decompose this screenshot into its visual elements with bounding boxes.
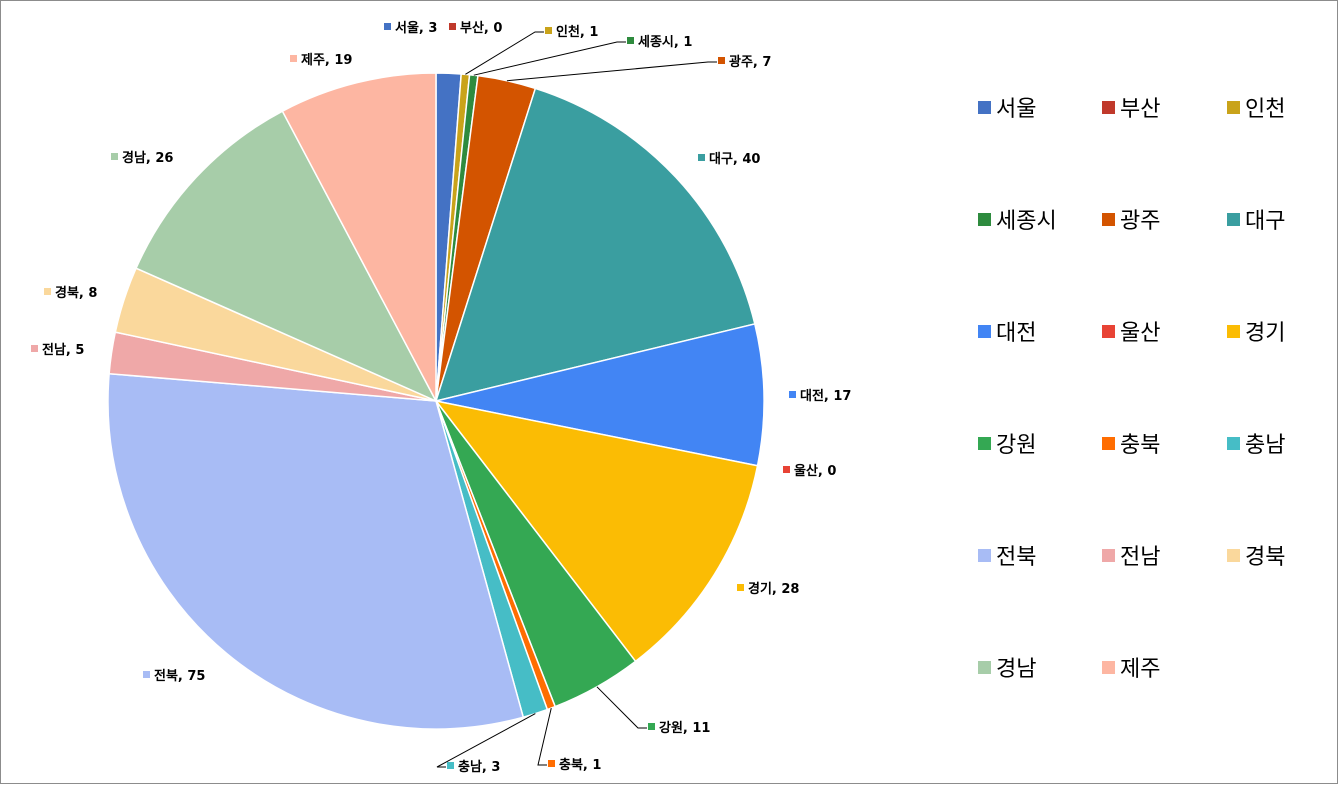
leader-line-5 xyxy=(506,61,717,82)
leader-line-3 xyxy=(465,31,544,75)
leader-line-12 xyxy=(436,713,536,768)
legend-label-9: 경기 xyxy=(1245,321,1285,346)
legend-label-2: 부산 xyxy=(1120,97,1160,122)
data-label-2: 부산, 0 xyxy=(460,20,502,36)
legend-label-15: 경북 xyxy=(1245,545,1285,570)
legend-label-16: 경남 xyxy=(996,657,1036,682)
data-label-12: 충남, 3 xyxy=(458,759,500,775)
label-marker-10 xyxy=(648,723,655,730)
legend-swatch-8 xyxy=(1102,325,1115,338)
label-marker-13 xyxy=(143,671,150,678)
data-label-9: 경기, 28 xyxy=(748,581,799,597)
legend-swatch-7 xyxy=(978,325,991,338)
legend-label-7: 대전 xyxy=(996,321,1036,346)
legend-label-17: 제주 xyxy=(1120,657,1160,682)
slice-6 xyxy=(434,87,756,403)
legend-label-3: 인천 xyxy=(1245,97,1285,122)
legend-swatch-17 xyxy=(1102,661,1115,674)
legend-label-5: 광주 xyxy=(1120,209,1160,234)
leader-lines xyxy=(436,31,717,768)
slice-13 xyxy=(107,372,525,730)
legend-swatch-11 xyxy=(1102,437,1115,450)
legend-swatch-4 xyxy=(978,213,991,226)
legend-swatch-3 xyxy=(1227,101,1240,114)
data-label-15: 경북, 8 xyxy=(55,285,97,301)
legend-label-6: 대구 xyxy=(1245,209,1285,234)
legend-label-4: 세종시 xyxy=(996,209,1057,234)
legend-swatch-15 xyxy=(1227,549,1240,562)
label-marker-14 xyxy=(31,345,38,352)
legend-label-13: 전북 xyxy=(996,545,1036,570)
data-label-11: 충북, 1 xyxy=(559,757,601,773)
legend-swatch-14 xyxy=(1102,549,1115,562)
data-label-1: 서울, 3 xyxy=(395,20,437,36)
label-marker-7 xyxy=(789,391,796,398)
label-marker-4 xyxy=(627,37,634,44)
slice-7 xyxy=(435,323,765,467)
legend-swatch-6 xyxy=(1227,213,1240,226)
legend-label-12: 충남 xyxy=(1245,433,1285,458)
label-marker-17 xyxy=(290,55,297,62)
data-label-4: 세종시, 1 xyxy=(638,35,692,50)
data-label-17: 제주, 19 xyxy=(301,53,352,68)
data-label-5: 광주, 7 xyxy=(729,55,771,70)
leader-line-10 xyxy=(596,686,647,729)
label-marker-6 xyxy=(698,154,705,161)
pie-slices xyxy=(107,72,765,730)
data-label-14: 전남, 5 xyxy=(42,342,84,358)
legend-swatch-9 xyxy=(1227,325,1240,338)
legend-label-11: 충북 xyxy=(1120,433,1160,458)
legend-swatch-16 xyxy=(978,661,991,674)
leader-line-11 xyxy=(537,707,552,766)
slice-16 xyxy=(135,110,438,403)
label-marker-5 xyxy=(718,57,725,64)
legend-label-14: 전남 xyxy=(1120,545,1160,570)
data-labels: 서울, 3 부산, 0 인천, 1 세종시, 1 광주, 7 대구, 40 대전, 17 울산… xyxy=(31,20,851,775)
label-marker-12 xyxy=(447,762,454,769)
legend-label-1: 서울 xyxy=(996,97,1036,122)
label-marker-8 xyxy=(783,466,790,473)
legend-swatch-12 xyxy=(1227,437,1240,450)
legend-label-10: 강원 xyxy=(996,433,1036,458)
legend-swatch-13 xyxy=(978,549,991,562)
legend-swatch-5 xyxy=(1102,213,1115,226)
legend-swatch-2 xyxy=(1102,101,1115,114)
data-label-16: 경남, 26 xyxy=(122,150,173,166)
legend-swatch-10 xyxy=(978,437,991,450)
label-marker-15 xyxy=(44,288,51,295)
legend-label-8: 울산 xyxy=(1120,321,1160,346)
leader-line-4 xyxy=(473,41,626,76)
label-marker-9 xyxy=(737,584,744,591)
slice-17 xyxy=(281,72,437,402)
data-label-7: 대전, 17 xyxy=(800,388,851,404)
data-label-3: 인천, 1 xyxy=(556,24,598,40)
label-marker-16 xyxy=(111,153,118,160)
data-label-13: 전북, 75 xyxy=(154,668,205,684)
label-marker-11 xyxy=(548,760,555,767)
label-marker-3 xyxy=(545,27,552,34)
label-marker-2 xyxy=(449,23,456,30)
data-label-6: 대구, 40 xyxy=(709,152,760,167)
legend-swatch-1 xyxy=(978,101,991,114)
data-label-10: 강원, 11 xyxy=(659,720,710,736)
label-marker-1 xyxy=(384,23,391,30)
data-label-8: 울산, 0 xyxy=(794,463,836,479)
slice-9 xyxy=(434,399,759,663)
